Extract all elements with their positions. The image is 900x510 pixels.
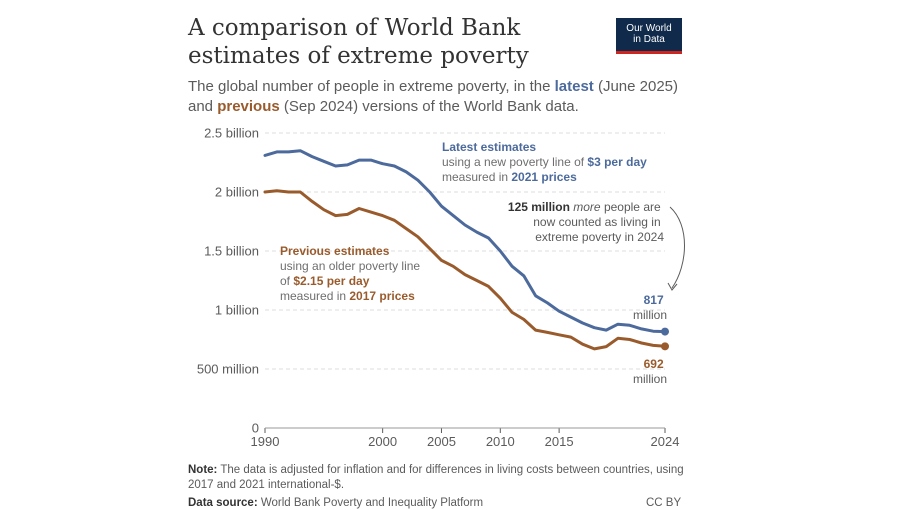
series-line-previous [263, 189, 667, 351]
source-text[interactable]: World Bank Poverty and Inequality Platfo… [257, 497, 484, 509]
x-tick-label: 2015 [545, 434, 574, 449]
difference-arrow-head [667, 282, 678, 291]
previous-end-label: 692 million [633, 357, 667, 386]
difference-annotation-line: extreme poverty in 2024 [535, 230, 664, 244]
subtitle-latest-keyword: latest [554, 78, 594, 95]
y-tick-label: 0 [252, 421, 259, 436]
difference-annotation-italic: more [573, 200, 601, 214]
latest-end-unit: million [633, 308, 667, 322]
subtitle-previous-keyword: previous [217, 98, 280, 115]
logo-line-1: Our World [626, 23, 672, 34]
latest-annotation-line: measured in [442, 170, 511, 184]
logo-line-2: in Data [633, 34, 665, 45]
chart-subtitle: The global number of people in extreme p… [188, 77, 688, 117]
previous-annotation-bold: 2017 prices [349, 289, 415, 303]
x-tick-label: 2024 [651, 434, 680, 449]
previous-end-value: 692 [644, 357, 664, 371]
difference-annotation-line: people are [601, 200, 661, 214]
latest-annotation: Latest estimates using a new poverty lin… [442, 140, 650, 184]
x-tick-label: 2000 [368, 434, 397, 449]
series-lines [263, 149, 669, 351]
previous-end-unit: million [633, 372, 667, 386]
chart-title: A comparison of World Bank estimates of … [188, 15, 529, 69]
difference-annotation-line: now counted as living in [533, 215, 660, 229]
y-tick-label: 2 billion [215, 185, 259, 200]
chart-note: Note: The data is adjusted for inflation… [188, 463, 708, 493]
latest-end-value: 817 [644, 293, 664, 307]
latest-annotation-line: using a new poverty line of [442, 155, 587, 169]
y-tick-label: 500 million [197, 362, 259, 377]
data-source: Data source: World Bank Poverty and Ineq… [188, 497, 483, 509]
previous-annotation-line: using an older poverty line [280, 259, 420, 273]
y-tick-label: 2.5 billion [204, 126, 259, 141]
difference-annotation-bold: 125 million [508, 200, 570, 214]
series-end-point [661, 342, 669, 351]
x-tick-label: 2010 [486, 434, 515, 449]
previous-annotation-line: measured in [280, 289, 349, 303]
note-text: The data is adjusted for inflation and f… [188, 464, 684, 491]
x-tick-label: 1990 [251, 434, 280, 449]
grid-lines [265, 132, 665, 370]
note-label: Note: [188, 464, 218, 476]
y-tick-label: 1 billion [215, 303, 259, 318]
series-end-point [661, 327, 669, 336]
subtitle-part: The global number of people in extreme p… [188, 78, 555, 95]
difference-annotation: 125 million more people are now counted … [508, 200, 664, 244]
series-line-latest [263, 149, 667, 334]
line-chart: 0 500 million 1 billion 1.5 billion 2 billio… [197, 126, 685, 449]
x-tick-label: 2005 [427, 434, 456, 449]
source-label: Data source: [188, 497, 258, 509]
previous-annotation-title: Previous estimates [280, 244, 390, 258]
subtitle-part: (June 2025) and [188, 78, 679, 115]
subtitle-part: (Sep 2024) versions of the World Bank da… [279, 98, 579, 115]
x-axis-tick-labels: 1990 2000 2005 2010 2015 2024 [251, 428, 680, 449]
latest-annotation-title: Latest estimates [442, 140, 536, 154]
y-tick-label: 1.5 billion [204, 244, 259, 259]
previous-annotation: Previous estimates using an older povert… [280, 244, 423, 303]
latest-end-label: 817 million [633, 293, 667, 322]
latest-annotation-bold: $3 per day [587, 155, 647, 169]
previous-annotation-line: of [280, 274, 293, 288]
license-link[interactable]: CC BY [646, 497, 682, 509]
difference-arrow [669, 206, 685, 289]
latest-annotation-bold: 2021 prices [511, 170, 577, 184]
previous-annotation-bold: $2.15 per day [293, 274, 369, 288]
y-axis-tick-labels: 0 500 million 1 billion 1.5 billion 2 billio… [197, 126, 259, 436]
owid-logo[interactable]: Our World in Data [616, 18, 682, 54]
